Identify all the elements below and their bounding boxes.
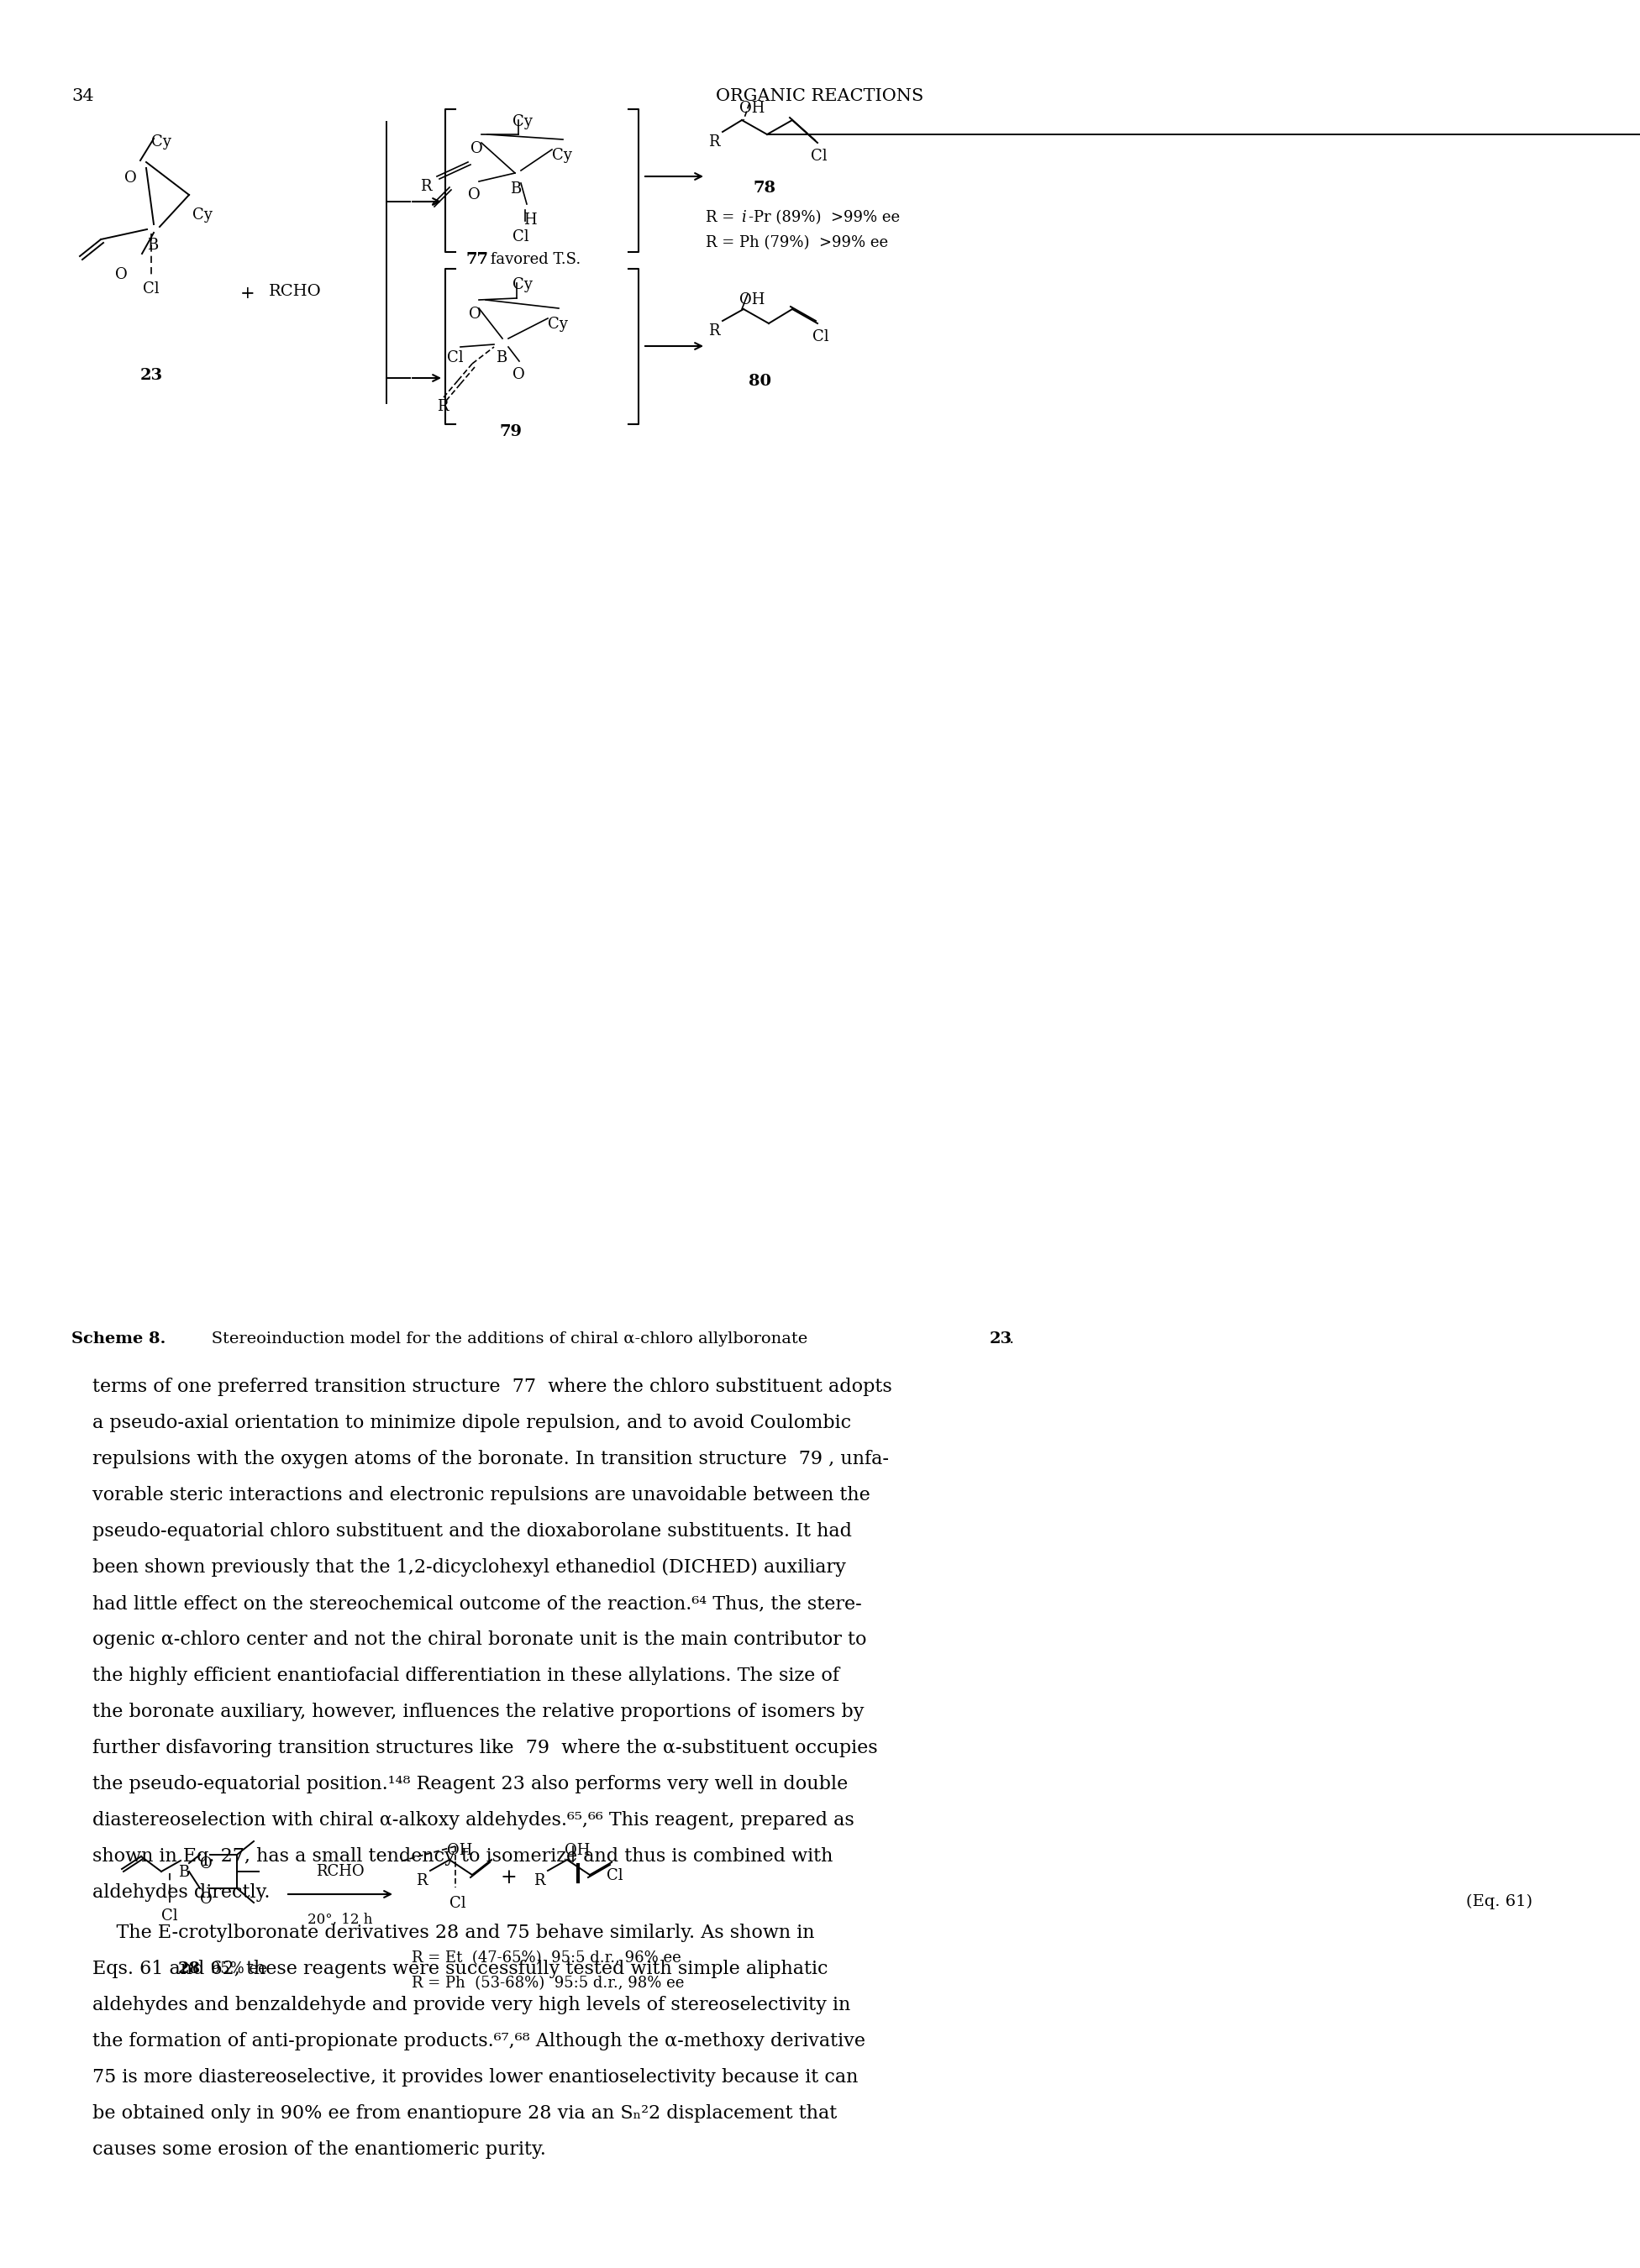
Text: 34: 34 — [72, 88, 93, 104]
Text: Eqs. 61 and 62, these reagents were successfully tested with simple aliphatic: Eqs. 61 and 62, these reagents were succ… — [92, 1960, 828, 1978]
Text: aldehydes directly.: aldehydes directly. — [92, 1882, 271, 1903]
Text: the highly efficient enantiofacial differentiation in these allylations. The siz: the highly efficient enantiofacial diffe… — [92, 1667, 840, 1685]
Text: R = Ph (79%)  >99% ee: R = Ph (79%) >99% ee — [705, 236, 889, 249]
Text: R: R — [436, 399, 448, 415]
Text: Cl: Cl — [448, 349, 464, 365]
Text: +: + — [241, 286, 256, 302]
Text: The E-crotylboronate derivatives 28 and 75 behave similarly. As shown in: The E-crotylboronate derivatives 28 and … — [92, 1923, 815, 1941]
Text: Cy: Cy — [192, 206, 213, 222]
Text: Cy: Cy — [548, 318, 567, 331]
Text: R = Ph  (53-68%)  95:5 d.r., 98% ee: R = Ph (53-68%) 95:5 d.r., 98% ee — [412, 1975, 684, 1991]
Text: O: O — [200, 1857, 212, 1871]
Text: i: i — [741, 211, 746, 225]
Text: B: B — [495, 349, 507, 365]
Text: pseudo-equatorial chloro substituent and the dioxaborolane substituents. It had: pseudo-equatorial chloro substituent and… — [92, 1522, 851, 1540]
Text: OH: OH — [740, 293, 764, 308]
Text: B: B — [148, 238, 157, 252]
Text: H: H — [523, 213, 536, 227]
Text: the pseudo-equatorial position.¹⁴⁸ Reagent 23 also performs very well in double: the pseudo-equatorial position.¹⁴⁸ Reage… — [92, 1776, 848, 1794]
Text: Cy: Cy — [512, 113, 533, 129]
Text: R: R — [708, 134, 720, 150]
Text: further disfavoring transition structures like  79  where the α-substituent occu: further disfavoring transition structure… — [92, 1740, 877, 1758]
Text: (Eq. 61): (Eq. 61) — [1466, 1894, 1532, 1910]
Text: vorable steric interactions and electronic repulsions are unavoidable between th: vorable steric interactions and electron… — [92, 1486, 871, 1504]
Text: Stereoinduction model for the additions of chiral α-chloro allylboronate: Stereoinduction model for the additions … — [195, 1331, 813, 1347]
Text: R =: R = — [705, 211, 740, 225]
Text: O: O — [125, 170, 136, 186]
Text: RCHO: RCHO — [317, 1864, 364, 1880]
Text: Cl: Cl — [607, 1869, 623, 1882]
Text: R: R — [420, 179, 431, 195]
Text: a pseudo-axial orientation to minimize dipole repulsion, and to avoid Coulombic: a pseudo-axial orientation to minimize d… — [92, 1413, 851, 1431]
Text: Cl: Cl — [449, 1896, 466, 1912]
Text: Cl: Cl — [143, 281, 159, 297]
Text: had little effect on the stereochemical outcome of the reaction.⁶⁴ Thus, the ste: had little effect on the stereochemical … — [92, 1594, 861, 1613]
Text: aldehydes and benzaldehyde and provide very high levels of stereoselectivity in: aldehydes and benzaldehyde and provide v… — [92, 1996, 851, 2014]
Text: Cy: Cy — [553, 147, 572, 163]
Text: 77: 77 — [466, 252, 489, 268]
Text: 23: 23 — [989, 1331, 1012, 1347]
Text: O: O — [469, 306, 481, 322]
Text: Cl: Cl — [161, 1907, 177, 1923]
Text: OH: OH — [564, 1844, 590, 1857]
Text: ogenic α-chloro center and not the chiral boronate unit is the main contributor : ogenic α-chloro center and not the chira… — [92, 1631, 866, 1649]
Text: Cl: Cl — [812, 329, 828, 345]
Text: O: O — [467, 188, 481, 202]
Text: the boronate auxiliary, however, influences the relative proportions of isomers : the boronate auxiliary, however, influen… — [92, 1703, 864, 1721]
Text: the formation of anti-propionate products.⁶⁷,⁶⁸ Although the α-methoxy derivativ: the formation of anti-propionate product… — [92, 2032, 866, 2050]
Text: OH: OH — [448, 1844, 472, 1857]
Text: O: O — [115, 268, 128, 281]
Text: 79: 79 — [500, 424, 522, 440]
Text: O: O — [200, 1892, 212, 1907]
Text: 20°, 12 h: 20°, 12 h — [308, 1912, 372, 1928]
Text: O: O — [471, 141, 482, 156]
Text: 23: 23 — [139, 367, 162, 383]
Text: Cl: Cl — [512, 229, 530, 245]
Text: .: . — [1009, 1331, 1014, 1347]
Text: R: R — [533, 1873, 544, 1889]
Text: O: O — [512, 367, 525, 383]
Text: Scheme 8.: Scheme 8. — [72, 1331, 166, 1347]
Text: R = Et  (47-65%)  95:5 d.r., 96% ee: R = Et (47-65%) 95:5 d.r., 96% ee — [412, 1950, 681, 1966]
Text: Cy: Cy — [151, 134, 171, 150]
Text: ORGANIC REACTIONS: ORGANIC REACTIONS — [717, 88, 923, 104]
Text: 78: 78 — [753, 181, 776, 195]
Text: B: B — [510, 181, 522, 197]
Text: 28: 28 — [177, 1962, 200, 1975]
Text: diastereoselection with chiral α-alkoxy aldehydes.⁶⁵,⁶⁶ This reagent, prepared a: diastereoselection with chiral α-alkoxy … — [92, 1812, 854, 1830]
Text: shown in Eq. 27, has a small tendency to isomerize and thus is combined with: shown in Eq. 27, has a small tendency to… — [92, 1846, 833, 1867]
Text: Cy: Cy — [512, 277, 533, 293]
Text: RCHO: RCHO — [269, 284, 321, 299]
Text: R: R — [417, 1873, 428, 1889]
Text: +: + — [500, 1869, 517, 1887]
Text: 80: 80 — [749, 374, 772, 388]
Text: be obtained only in 90% ee from enantiopure 28 via an Sₙ²2 displacement that: be obtained only in 90% ee from enantiop… — [92, 2105, 836, 2123]
Text: 75 is more diastereoselective, it provides lower enantioselectivity because it c: 75 is more diastereoselective, it provid… — [92, 2068, 858, 2087]
Text: -Pr (89%)  >99% ee: -Pr (89%) >99% ee — [748, 211, 900, 225]
Text: 95% ee: 95% ee — [207, 1962, 267, 1975]
Text: R: R — [708, 324, 720, 338]
Text: terms of one preferred transition structure  77  where the chloro substituent ad: terms of one preferred transition struct… — [92, 1377, 892, 1397]
Text: favored T.S.: favored T.S. — [485, 252, 581, 268]
Text: been shown previously that the 1,2-dicyclohexyl ethanediol (DICHED) auxiliary: been shown previously that the 1,2-dicyc… — [92, 1558, 846, 1576]
Text: OH: OH — [740, 100, 764, 116]
Text: Cl: Cl — [810, 150, 827, 163]
Text: repulsions with the oxygen atoms of the boronate. In transition structure  79 , : repulsions with the oxygen atoms of the … — [92, 1449, 889, 1467]
Text: causes some erosion of the enantiomeric purity.: causes some erosion of the enantiomeric … — [92, 2141, 546, 2159]
Text: B: B — [179, 1864, 189, 1880]
